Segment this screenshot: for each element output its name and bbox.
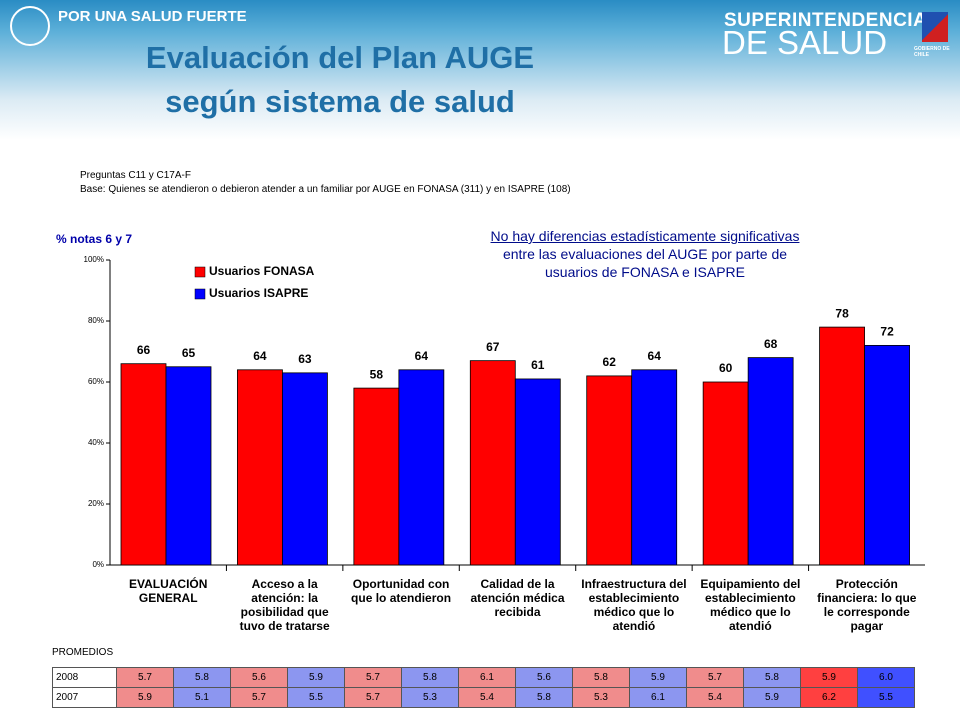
legend-label: Usuarios FONASA (209, 264, 315, 278)
y-tick-label: 0% (92, 560, 104, 569)
value-label: 68 (764, 337, 778, 351)
bar (864, 344, 910, 566)
table-cell: 5.8 (572, 667, 630, 688)
annotation: usuarios de FONASA e ISAPRE (545, 264, 745, 280)
bar (120, 363, 167, 566)
averages-table: 2008 5.7 5.8 5.6 5.9 5.7 5.8 6.1 5.6 5.8 5.9 5.7 5.8… (52, 667, 915, 708)
table-cell: 5.8 (743, 667, 801, 688)
value-label: 64 (253, 349, 267, 363)
x-tick-label: EVALUACIÓN GENERAL (128, 577, 208, 605)
table-title: PROMEDIOS (52, 647, 114, 658)
table-cell: 5.8 (173, 667, 231, 688)
value-label: 64 (415, 349, 429, 363)
value-label: 72 (880, 325, 894, 339)
note: Base: Quienes se atendieron o debieron a… (80, 184, 571, 195)
legend-label: Usuarios ISAPRE (209, 286, 308, 300)
logo-tree (10, 6, 50, 46)
table-cell: 5.9 (800, 667, 858, 688)
table-cell: 5.3 (572, 687, 630, 708)
title: según sistema de salud (165, 84, 515, 119)
y-tick-label: 40% (88, 438, 104, 447)
table-cell: 6.2 (800, 687, 858, 708)
title: Evaluación del Plan AUGE (145, 40, 535, 75)
table-cell: 6.1 (629, 687, 687, 708)
bar (586, 375, 633, 566)
table-cell: 5.9 (287, 667, 345, 688)
table-cell: 5.3 (401, 687, 459, 708)
table-cell: 5.7 (116, 667, 174, 688)
table-cell: 5.8 (515, 687, 573, 708)
legend-swatch (194, 266, 206, 278)
x-tick-label: Calidad de la atención médica recibida (470, 577, 565, 619)
gov-text: GOBIERNO DE CHILE (914, 46, 950, 58)
value-label: 67 (486, 340, 500, 354)
table-row: 2008 5.7 5.8 5.6 5.9 5.7 5.8 6.1 5.6 5.8 5.9 5.7 5.8… (52, 667, 915, 688)
table-cell: 5.4 (686, 687, 744, 708)
x-tick-label: Infraestructura del establecimiento médi… (581, 577, 687, 633)
y-tick-label: 60% (88, 377, 104, 386)
table-cell: 2007 (52, 687, 117, 708)
org-name: SUPERINTENDENCIA (724, 10, 928, 31)
value-label: 78 (835, 306, 849, 320)
org-name: DE SALUD (722, 24, 888, 61)
table-cell: 5.7 (230, 687, 288, 708)
bar (353, 387, 400, 566)
value-label: 65 (182, 346, 196, 360)
table-cell: 5.6 (230, 667, 288, 688)
table-cell: 2008 (52, 667, 117, 688)
value-label: 64 (648, 349, 662, 363)
table-cell: 6.1 (458, 667, 516, 688)
bar (747, 357, 794, 566)
bar (282, 372, 328, 566)
value-label: 62 (603, 355, 617, 369)
table-cell: 5.5 (857, 687, 915, 708)
x-tick-label: Acceso a la atención: la posibilidad que… (239, 577, 330, 633)
bar (398, 369, 445, 566)
table-cell: 5.1 (173, 687, 231, 708)
y-tick-label: 100% (84, 255, 104, 264)
bar (702, 381, 749, 566)
value-label: 61 (531, 358, 545, 372)
annotation: No hay diferencias estadísticamente sign… (490, 228, 800, 244)
bar (631, 369, 678, 566)
value-label: 60 (719, 361, 733, 375)
legend-swatch (194, 288, 206, 300)
bar (819, 326, 865, 566)
note: Preguntas C11 y C17A-F (80, 170, 191, 181)
table-cell: 5.9 (629, 667, 687, 688)
value-label: 58 (370, 367, 384, 381)
x-tick-label: Oportunidad con que lo atendieron (351, 577, 452, 605)
table-row: 2007 5.9 5.1 5.7 5.5 5.7 5.3 5.4 5.8 5.3 6.1 5.4 5.9… (52, 687, 915, 708)
y-axis-label: % notas 6 y 7 (56, 232, 133, 246)
slogan: POR UNA SALUD FUERTE (58, 8, 247, 25)
table-cell: 5.5 (287, 687, 345, 708)
y-tick-label: 80% (88, 316, 104, 325)
bar (514, 378, 561, 566)
table-cell: 5.8 (401, 667, 459, 688)
x-tick-label: Protección financiera: lo que le corresp… (817, 577, 917, 633)
value-label: 66 (137, 343, 151, 357)
bar (469, 360, 516, 566)
gov-logo (922, 12, 948, 42)
table-cell: 5.6 (515, 667, 573, 688)
value-label: 63 (298, 352, 312, 366)
table-cell: 5.7 (344, 687, 402, 708)
table-cell: 5.9 (116, 687, 174, 708)
table-cell: 5.9 (743, 687, 801, 708)
y-tick-label: 20% (88, 499, 104, 508)
x-tick-label: Equipamiento del establecimiento médico … (700, 577, 801, 633)
bar (237, 369, 283, 566)
table-cell: 5.4 (458, 687, 516, 708)
table-cell: 5.7 (686, 667, 744, 688)
table-cell: 6.0 (857, 667, 915, 688)
annotation: entre las evaluaciones del AUGE por part… (502, 246, 788, 262)
table-cell: 5.7 (344, 667, 402, 688)
bar (165, 366, 212, 566)
